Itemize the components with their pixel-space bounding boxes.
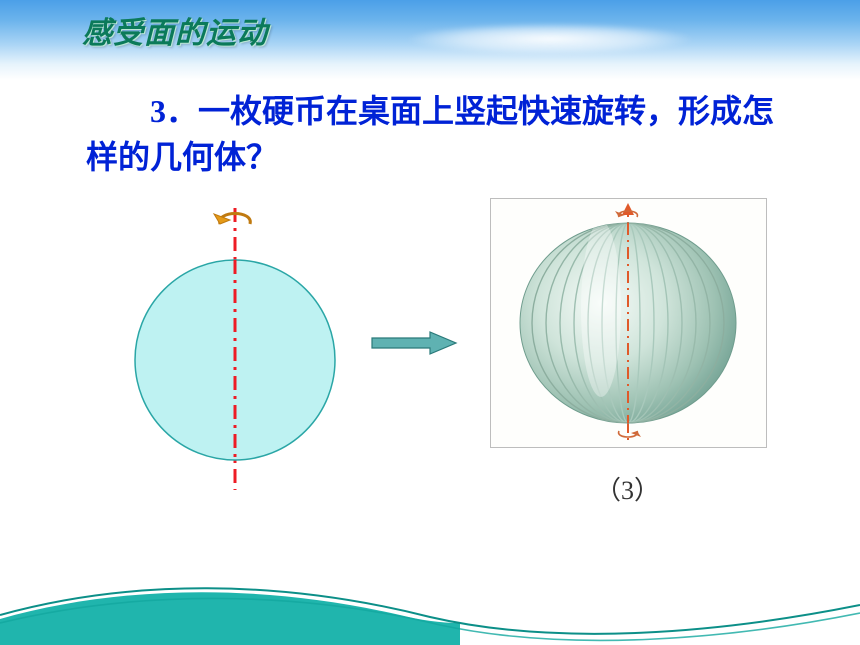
transform-arrow — [370, 328, 460, 358]
rotation-arrow-icon — [214, 214, 250, 225]
coin-svg — [120, 190, 350, 500]
sphere-caption: （3） — [490, 470, 765, 507]
sphere-svg — [491, 199, 764, 445]
arrow-svg — [370, 328, 460, 358]
coin-diagram — [120, 190, 350, 500]
slide: 感受面的运动 3．一枚硬币在桌面上竖起快速旋转，形成怎样的几何体？ — [0, 0, 860, 645]
question-number: 3． — [150, 93, 198, 129]
bottom-swoosh — [0, 575, 860, 645]
sphere-diagram — [490, 198, 767, 448]
question-text: 3．一枚硬币在桌面上竖起快速旋转，形成怎样的几何体？ — [86, 88, 786, 181]
arrow-icon — [372, 332, 456, 354]
section-title: 感受面的运动 — [82, 8, 268, 52]
